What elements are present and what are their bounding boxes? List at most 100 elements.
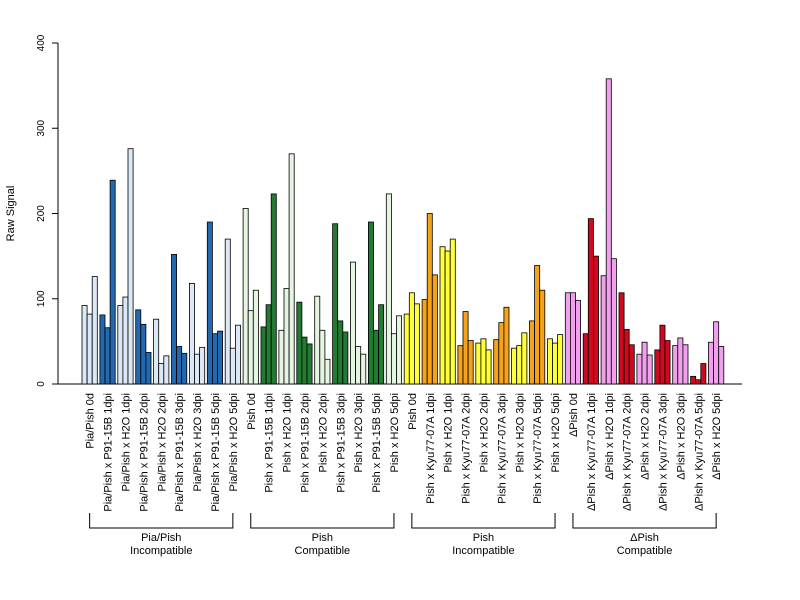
bar <box>181 352 188 385</box>
bar <box>462 311 469 385</box>
category-label: ΔPish x H2O 2dpi <box>640 393 652 480</box>
category-label: Pia/Pish x P91-15B 2dpi <box>138 393 150 512</box>
category-label: Pish x H2O 5dpi <box>389 393 401 472</box>
bar <box>350 261 356 385</box>
bar <box>104 327 111 385</box>
bar <box>605 78 612 385</box>
y-tick-label: 400 <box>36 34 47 51</box>
bar <box>283 288 290 385</box>
bar <box>260 326 267 385</box>
bar <box>600 275 607 385</box>
group-label-line1: ΔPish <box>630 532 659 544</box>
bar <box>700 363 707 385</box>
bar <box>194 353 200 385</box>
bar <box>511 347 518 385</box>
category-label: ΔPish x Kyu77-07A 1dpi <box>586 393 598 511</box>
bar <box>539 289 546 385</box>
bar <box>636 353 643 385</box>
group-label-line1: Pish <box>312 532 333 544</box>
category-label: ΔPish x Kyu77-07A 3dpi <box>657 393 669 511</box>
bar <box>217 330 223 385</box>
category-label: Pish x H2O 2dpi <box>478 393 490 472</box>
category-label: Pish 0d <box>407 393 419 430</box>
bar <box>713 321 720 385</box>
bar <box>677 337 684 385</box>
group-label-line2: Incompatible <box>130 545 192 557</box>
bar <box>234 324 241 385</box>
bar <box>659 324 666 385</box>
category-label: Pish 0d <box>246 393 258 430</box>
group-label-line2: Compatible <box>295 545 351 557</box>
category-label: Pish x H2O 1dpi <box>282 393 294 472</box>
bar <box>252 289 259 385</box>
bar <box>534 265 541 385</box>
bar <box>270 193 277 385</box>
category-label: Pish x Kyu77-07A 5dpi <box>532 393 544 504</box>
bar <box>628 344 635 385</box>
bar <box>570 292 576 385</box>
bar <box>610 258 617 385</box>
bar <box>449 238 456 385</box>
bar <box>593 255 599 385</box>
category-label: Pish x H2O 1dpi <box>443 393 455 472</box>
group-bracket <box>89 513 234 529</box>
category-label: Pish x H2O 3dpi <box>514 393 526 472</box>
bar <box>708 341 714 385</box>
category-label: Pia/Pish x H2O 1dpi <box>120 393 132 491</box>
bar <box>413 303 420 385</box>
category-label: Pish x P91-15B 5dpi <box>371 393 383 493</box>
category-label: Pish x H2O 2dpi <box>317 393 329 472</box>
group-bracket <box>250 513 395 529</box>
bar <box>646 354 653 385</box>
bar <box>229 347 236 385</box>
category-label: Pia/Pish x P91-15B 3dpi <box>174 393 186 512</box>
bar <box>426 213 433 385</box>
y-axis-title: Raw Signal <box>5 186 17 242</box>
bars <box>81 78 725 385</box>
y-tick-label: 0 <box>36 381 47 387</box>
bar <box>117 305 124 385</box>
bar <box>641 341 648 385</box>
bar <box>265 304 272 385</box>
bar <box>439 246 446 385</box>
bar <box>623 329 630 385</box>
bar <box>176 346 183 385</box>
category-label: Pish x P91-15B 2dpi <box>299 393 311 493</box>
category-label: Pish x Kyu77-07A 2dpi <box>461 393 473 504</box>
bar <box>682 344 689 385</box>
bar <box>582 333 589 385</box>
bar <box>122 296 129 385</box>
bar <box>695 379 702 385</box>
bar <box>288 153 295 385</box>
bar <box>516 345 523 385</box>
bar <box>337 320 344 385</box>
category-label: ΔPish x H2O 1dpi <box>604 393 616 480</box>
bar <box>529 320 535 385</box>
bar <box>135 309 142 385</box>
bar <box>654 349 661 385</box>
bar <box>378 304 385 385</box>
category-label: ΔPish x Kyu77-07A 2dpi <box>622 393 634 511</box>
bar <box>575 300 581 385</box>
bar <box>278 329 285 385</box>
bar <box>587 218 594 385</box>
y-tick-label: 200 <box>36 205 47 222</box>
group-label-line1: Pish <box>473 532 494 544</box>
y-tick-label: 300 <box>36 119 47 136</box>
bar <box>360 353 367 385</box>
category-label: Pia/Pish x P91-15B 1dpi <box>103 393 115 512</box>
bar <box>206 221 213 385</box>
group-bracket <box>572 513 717 529</box>
bar <box>396 315 402 385</box>
bar <box>127 148 134 385</box>
bar <box>457 345 464 385</box>
category-label: Pia/Pish x H2O 2dpi <box>156 393 168 491</box>
bar <box>503 306 510 385</box>
bar <box>314 295 321 385</box>
bar <box>140 323 147 385</box>
y-axis: 0 100 200 300 400 <box>36 34 59 387</box>
bar <box>385 193 392 385</box>
bar <box>242 207 249 385</box>
bar <box>319 329 326 385</box>
bar <box>467 340 474 385</box>
